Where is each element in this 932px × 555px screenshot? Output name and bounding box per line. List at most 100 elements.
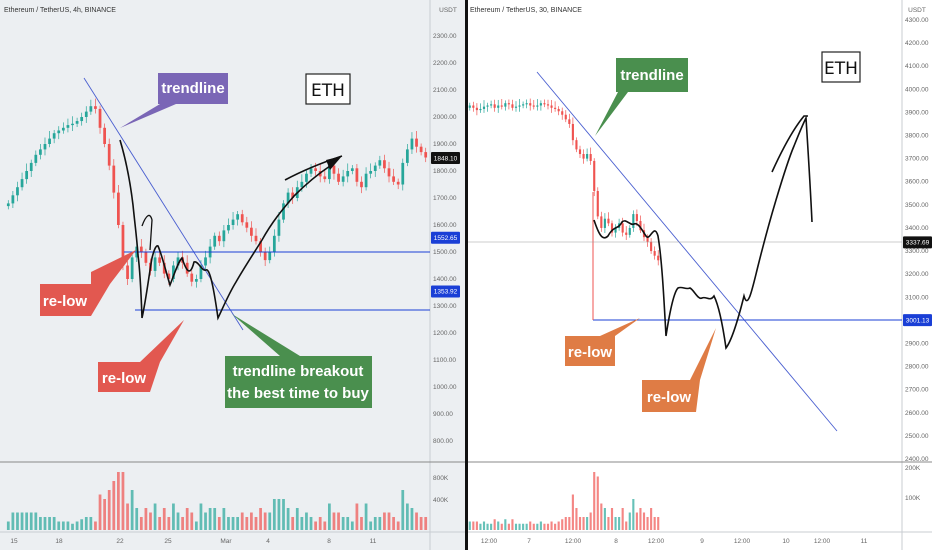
price-tag-box <box>431 231 460 244</box>
volume-bar <box>554 523 557 530</box>
candle-body <box>240 214 244 223</box>
volume-bar <box>593 472 596 530</box>
candle-body <box>350 168 354 171</box>
volume-bar <box>6 521 10 530</box>
volume-bar <box>112 481 116 530</box>
left-volume-bars <box>6 472 428 530</box>
layout-split-divider[interactable] <box>465 0 468 550</box>
candle-body <box>126 265 129 279</box>
candle-body <box>607 218 610 224</box>
volume-bar <box>419 517 423 530</box>
volume-bar <box>39 517 42 530</box>
volume-bar <box>378 517 382 530</box>
candle-body <box>568 119 571 124</box>
candle-body <box>582 154 585 159</box>
price-tick-label: 3900.00 <box>905 109 929 116</box>
price-tick-label: 3100.00 <box>905 294 929 301</box>
volume-bar <box>84 517 88 530</box>
candle-body <box>468 105 471 108</box>
volume-bar <box>61 521 65 530</box>
volume-bar <box>291 517 295 530</box>
candle-body <box>250 227 253 236</box>
volume-bar <box>328 503 331 530</box>
right-candles <box>468 98 660 266</box>
price-tick-label: 1200.00 <box>433 330 457 337</box>
right-trendline[interactable] <box>536 71 838 432</box>
candle-body <box>586 154 589 159</box>
price-tick-label: 3700.00 <box>905 156 929 163</box>
volume-bar <box>360 517 363 530</box>
time-tick-label: 25 <box>164 538 172 545</box>
volume-bar <box>475 521 478 530</box>
volume-bar <box>405 503 409 530</box>
candle-body <box>621 223 624 233</box>
candle-body <box>486 105 489 107</box>
volume-bar <box>482 521 486 530</box>
candle-body <box>6 203 10 207</box>
candle-body <box>89 106 93 112</box>
volume-bar <box>176 512 180 530</box>
candle-body <box>291 192 295 198</box>
candle-body <box>497 105 500 108</box>
candle-body <box>268 252 272 261</box>
volume-bar <box>529 521 532 530</box>
time-tick-label: 12:00 <box>565 538 582 545</box>
volume-bar <box>486 523 489 530</box>
candle-body <box>646 237 649 242</box>
left-eth-label: ETH <box>311 81 345 101</box>
right-axis-unit: USDT <box>908 7 926 14</box>
volume-bar <box>71 523 74 530</box>
candle-body <box>610 223 614 233</box>
volume-bar <box>618 517 621 530</box>
volume-bar <box>52 517 56 530</box>
volume-bar <box>522 523 525 530</box>
volume-bar <box>268 512 272 530</box>
volume-bar <box>490 523 493 530</box>
candle-body <box>103 127 106 144</box>
right-chart-title: Ethereum / TetherUS, 30, BINANCE <box>470 7 582 14</box>
candle-body <box>194 279 198 282</box>
volume-bar <box>48 517 51 530</box>
candle-body <box>61 127 65 131</box>
right-relow-callout-1-text: re-low <box>568 344 613 361</box>
candle-body <box>57 130 61 134</box>
volume-bar <box>295 508 299 530</box>
left-trendline[interactable] <box>83 77 244 331</box>
left-relow-callout-1-text: re-low <box>43 293 88 310</box>
left-arrow-head <box>326 156 342 170</box>
candle-body <box>337 173 340 182</box>
candle-body <box>373 165 377 171</box>
volume-bar <box>107 490 111 530</box>
right-time-axis: 12:00 7 12:00 8 12:00 9 12:00 10 12:00 11 <box>481 538 868 545</box>
time-tick-label: 12:00 <box>648 538 665 545</box>
left-time-axis: 15 18 22 25 Mar 4 8 11 <box>10 538 376 545</box>
price-tick-label: 1000.00 <box>433 384 457 391</box>
price-tick-label: 2400.00 <box>905 456 929 463</box>
candle-body <box>614 227 617 233</box>
time-tick-label: 8 <box>327 538 331 545</box>
volume-bar <box>589 512 592 530</box>
candle-body <box>424 152 428 158</box>
price-tick-label: 4000.00 <box>905 86 929 93</box>
candle-body <box>571 123 574 141</box>
candle-body <box>328 165 331 180</box>
volume-bar <box>607 517 610 530</box>
volume-bar <box>610 508 614 530</box>
left-relow-callout-2-text: re-low <box>102 370 147 387</box>
price-tick-label: 900.00 <box>433 411 453 418</box>
volume-bar <box>204 512 207 530</box>
candle-body <box>346 171 350 177</box>
left-breakout-callout-line-1: trendline breakout <box>233 363 364 380</box>
price-tick-label: 2300.00 <box>433 33 457 40</box>
volume-bar <box>11 512 15 530</box>
volume-bar <box>639 508 642 530</box>
candle-body <box>593 160 596 191</box>
volume-bar <box>653 517 656 530</box>
candle-body <box>282 203 285 220</box>
candle-body <box>34 154 38 163</box>
volume-bar <box>657 517 660 530</box>
candle-body <box>323 176 327 180</box>
candle-body <box>245 222 249 228</box>
candle-body <box>392 176 395 182</box>
candle-body <box>518 105 521 107</box>
